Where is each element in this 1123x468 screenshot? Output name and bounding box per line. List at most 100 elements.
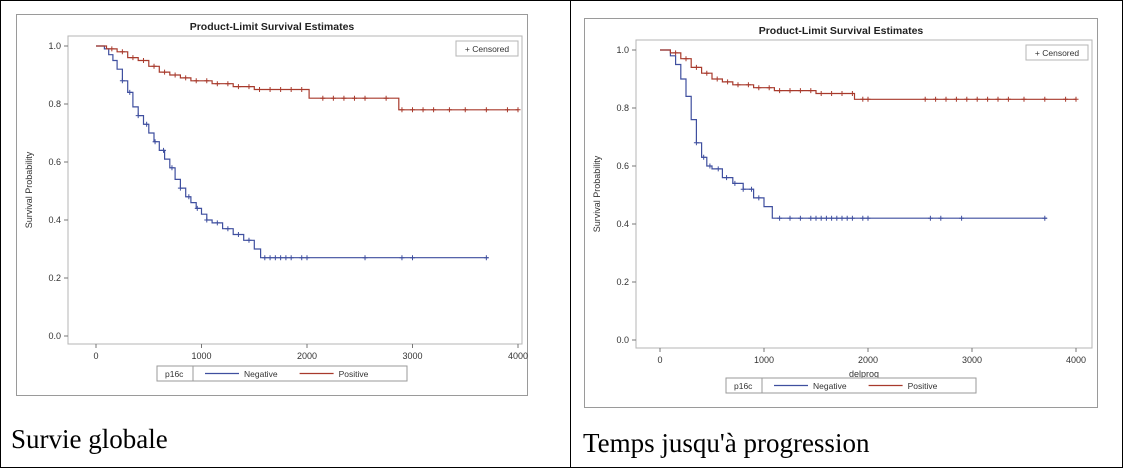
x-axis-label: delprog [849,369,879,379]
censor-mark-negative [849,215,855,221]
censor-mark-negative [707,163,713,169]
censor-mark-positive [383,95,389,101]
censor-mark-positive [278,87,284,92]
chart-title: Product-Limit Survival Estimates [190,21,355,33]
censor-mark-positive [704,70,710,76]
censor-mark-positive [933,96,939,102]
legend-label-negative: Negative [813,381,847,391]
censor-mark-negative [724,175,730,181]
censor-mark-positive [420,107,426,113]
censor-mark-negative [262,255,268,261]
censor-mark-positive [735,82,741,88]
censor-mark-positive [953,96,959,102]
censor-mark-negative [829,215,835,221]
censor-mark-positive [214,81,220,87]
censor-mark-negative [144,121,150,127]
censor-mark-positive [504,107,510,113]
censor-mark-positive [341,95,347,101]
censor-mark-negative [749,186,755,192]
censor-mark-positive [462,107,468,113]
censored-legend-box [455,40,519,57]
censor-mark-negative [304,255,310,261]
censor-mark-positive [151,63,157,69]
censor-mark-positive [257,87,263,92]
censor-mark-negative [283,255,289,261]
x-tick-label: 3000 [402,351,422,361]
legend-label-positive: Positive [339,369,369,379]
censor-mark-positive [693,64,699,70]
x-tick-label: 4000 [508,351,528,361]
y-tick-label: 0.6 [48,157,61,167]
censor-mark-negative [225,226,231,232]
y-tick-label: 0.4 [48,215,61,225]
censor-mark-positive [225,81,231,87]
y-tick-label: 1.0 [616,45,629,55]
censor-mark-positive [140,58,146,63]
censor-mark-negative [959,215,965,221]
x-tick-label: 3000 [962,355,982,365]
plot-area [635,39,1093,349]
censor-mark-negative [186,194,192,200]
chart-title: Product-Limit Survival Estimates [759,25,924,37]
censor-mark-negative [246,237,252,243]
censor-mark-negative [732,180,738,186]
censor-mark-positive [943,96,949,102]
y-tick-label: 0.4 [616,219,629,229]
censor-mark-positive [162,69,168,75]
censor-mark-negative [927,215,933,221]
censor-mark-negative [777,215,783,221]
censor-mark-positive [1021,96,1027,102]
censor-mark-positive [808,88,814,94]
censor-mark-negative [169,165,175,171]
censor-mark-positive [246,84,252,90]
y-tick-label: 0.8 [616,103,629,113]
censor-mark-negative [119,78,125,84]
censor-mark-negative [865,215,871,221]
censor-mark-negative [299,255,305,261]
y-tick-label: 0.0 [48,331,61,341]
censor-mark-negative [740,186,746,192]
censor-mark-negative [818,215,824,221]
censor-mark-positive [183,75,189,81]
censor-mark-negative [756,195,762,201]
censor-mark-negative [399,255,405,261]
censor-mark-positive [1073,96,1079,102]
censor-mark-positive [235,84,241,90]
censor-mark-positive [119,49,125,55]
x-tick-label: 2000 [858,355,878,365]
censor-mark-positive [320,95,326,101]
censor-mark-negative [267,255,273,261]
censor-mark-negative [194,205,200,211]
legend-label-positive: Positive [908,381,938,391]
censor-mark-negative [844,215,850,221]
censor-mark-negative [288,255,294,261]
y-axis-label: Survival Probability [592,155,602,232]
censor-mark-positive [330,95,336,101]
censor-mark-negative [235,232,241,237]
y-tick-label: 0.6 [616,161,629,171]
censor-mark-positive [130,55,136,61]
censor-mark-positive [974,96,980,102]
panel-divider [570,0,571,468]
censor-mark-negative [860,215,866,221]
censor-mark-negative [823,215,829,221]
censor-mark-positive [193,78,199,84]
censor-mark-negative [808,215,814,221]
censor-mark-positive [351,95,357,101]
series-line-negative [660,49,1047,219]
censor-mark-positive [865,96,871,102]
censor-mark-negative [362,255,368,261]
censor-mark-negative [715,166,721,172]
chart-border [584,18,1098,408]
censor-mark-negative [787,215,793,221]
x-tick-label: 4000 [1066,355,1086,365]
censor-mark-positive [714,76,720,82]
censor-mark-positive [849,91,855,96]
series-legend-box [156,365,408,382]
censored-legend-box [1025,44,1089,61]
censor-mark-positive [515,107,521,113]
caption-time-to-progression: Temps jusqu'à progression [583,428,870,458]
censored-legend-text: + Censored [1035,48,1079,58]
censor-mark-positive [725,79,731,85]
km-chart-time-to-progression: Product-Limit Survival Estimates 0.0 0.2 0.… [584,18,1098,408]
